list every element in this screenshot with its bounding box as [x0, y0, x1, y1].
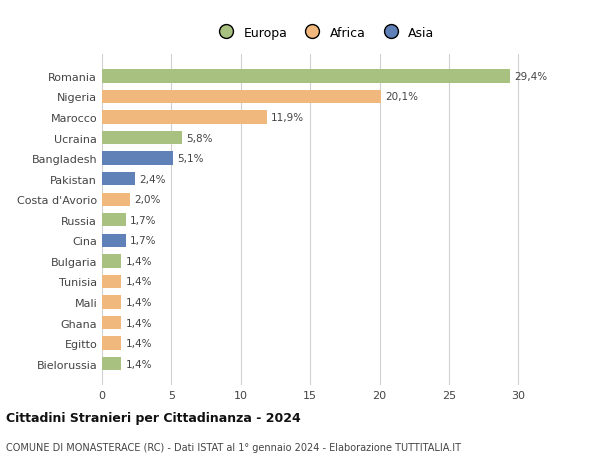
Bar: [102, 173, 136, 186]
Bar: [102, 234, 125, 247]
Bar: [102, 70, 510, 84]
Bar: [102, 111, 267, 124]
Bar: [102, 132, 182, 145]
Bar: [102, 316, 121, 330]
Text: 20,1%: 20,1%: [385, 92, 418, 102]
Text: 1,4%: 1,4%: [125, 297, 152, 308]
Legend: Europa, Africa, Asia: Europa, Africa, Asia: [209, 22, 439, 45]
Text: 2,0%: 2,0%: [134, 195, 160, 205]
Text: Cittadini Stranieri per Cittadinanza - 2024: Cittadini Stranieri per Cittadinanza - 2…: [6, 412, 301, 425]
Bar: [102, 152, 173, 165]
Text: 1,4%: 1,4%: [125, 359, 152, 369]
Bar: [102, 275, 121, 289]
Text: 11,9%: 11,9%: [271, 113, 304, 123]
Text: COMUNE DI MONASTERACE (RC) - Dati ISTAT al 1° gennaio 2024 - Elaborazione TUTTIT: COMUNE DI MONASTERACE (RC) - Dati ISTAT …: [6, 442, 461, 452]
Text: 5,1%: 5,1%: [177, 154, 203, 164]
Bar: [102, 213, 125, 227]
Text: 5,8%: 5,8%: [187, 133, 213, 143]
Bar: [102, 337, 121, 350]
Bar: [102, 357, 121, 370]
Text: 1,4%: 1,4%: [125, 338, 152, 348]
Text: 1,7%: 1,7%: [130, 236, 156, 246]
Text: 1,4%: 1,4%: [125, 318, 152, 328]
Text: 29,4%: 29,4%: [514, 72, 547, 82]
Text: 1,4%: 1,4%: [125, 277, 152, 287]
Text: 2,4%: 2,4%: [139, 174, 166, 185]
Bar: [102, 90, 381, 104]
Text: 1,4%: 1,4%: [125, 256, 152, 266]
Text: 1,7%: 1,7%: [130, 215, 156, 225]
Bar: [102, 193, 130, 207]
Bar: [102, 255, 121, 268]
Bar: [102, 296, 121, 309]
